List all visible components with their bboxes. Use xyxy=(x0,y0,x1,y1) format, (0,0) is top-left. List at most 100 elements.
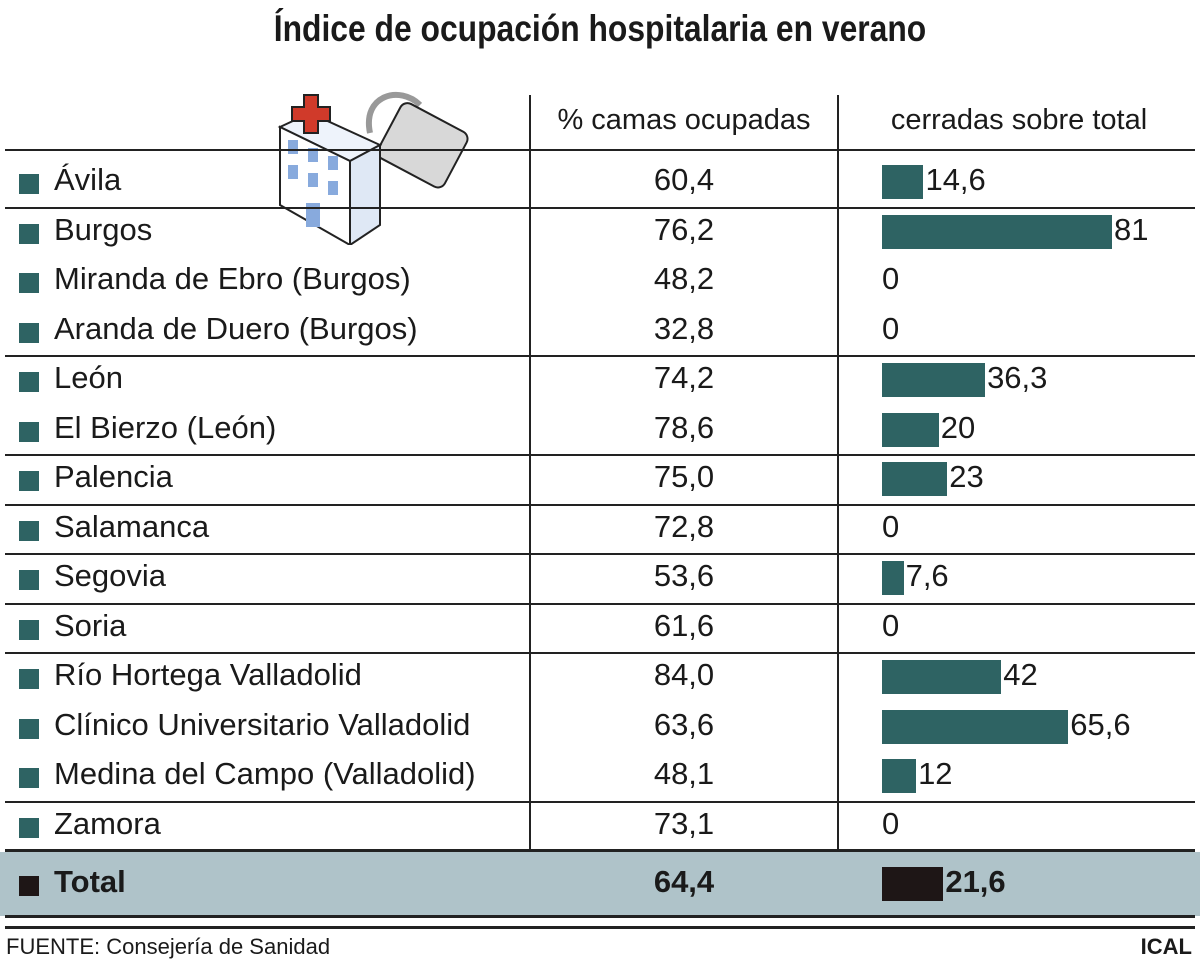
cerradas-bar xyxy=(882,462,948,496)
cerradas-label: 21,6 xyxy=(945,864,1006,899)
table-row: Salamanca 72,8 0 xyxy=(0,505,1200,554)
source-note: FUENTE: Consejería de Sanidad xyxy=(6,934,331,959)
ocupadas-value: 75,0 xyxy=(653,459,715,494)
ocupadas-value: 73,1 xyxy=(653,805,715,841)
ocupadas-value: 84,0 xyxy=(653,657,715,692)
ocupadas-value: 53,6 xyxy=(653,558,715,593)
legend-square xyxy=(19,817,39,838)
row-name: El Bierzo (León) xyxy=(54,409,277,445)
ocupadas-value: 60,4 xyxy=(653,162,715,197)
row-divider xyxy=(5,602,1195,605)
ocupadas-value: 72,8 xyxy=(653,508,715,544)
ocupadas-value: 61,6 xyxy=(653,607,715,643)
cerradas-bar xyxy=(882,759,917,793)
row-name: Palencia xyxy=(54,459,173,494)
table-row: Palencia 75,0 23 xyxy=(0,455,1200,504)
ocupadas-value: 63,6 xyxy=(653,706,715,742)
table-row: El Bierzo (León) 78,6 20 xyxy=(0,406,1200,455)
cerradas-bar xyxy=(882,165,924,199)
legend-square xyxy=(19,570,39,590)
table-row: Soria 61,6 0 xyxy=(0,604,1200,653)
row-name: Aranda de Duero (Burgos) xyxy=(54,310,418,346)
credit: ICAL xyxy=(1140,934,1192,959)
legend-square xyxy=(19,273,39,293)
row-divider xyxy=(5,503,1195,506)
ocupadas-value: 32,8 xyxy=(653,310,715,346)
ocupadas-value: 64,4 xyxy=(653,864,715,899)
column-divider xyxy=(529,95,531,917)
row-name: Río Hortega Valladolid xyxy=(54,657,362,692)
legend-square xyxy=(19,669,39,689)
row-divider xyxy=(5,355,1195,357)
row-name: Miranda de Ebro (Burgos) xyxy=(54,261,411,296)
table-row: Medina del Campo (Valladolid) 48,1 12 xyxy=(0,752,1200,801)
table-row: Clínico Universitario Valladolid 63,6 65,… xyxy=(0,703,1200,752)
cerradas-bar xyxy=(882,561,904,595)
row-name: Ávila xyxy=(54,162,122,197)
legend-square xyxy=(19,322,39,343)
cerradas-bar xyxy=(882,363,986,397)
row-name: Soria xyxy=(54,607,127,643)
row-name: Total xyxy=(54,864,126,899)
cerradas-label: 14,6 xyxy=(925,162,986,197)
cerradas-label: 0 xyxy=(882,508,900,544)
row-divider xyxy=(5,800,1195,803)
legend-square xyxy=(19,718,39,739)
ocupadas-value: 48,2 xyxy=(653,261,715,296)
table-row: Burgos 76,2 81 xyxy=(0,208,1200,257)
table-row: León 74,2 36,3 xyxy=(0,356,1200,405)
cerradas-label: 36,3 xyxy=(987,360,1048,395)
row-name: Medina del Campo (Valladolid) xyxy=(54,756,476,791)
cerradas-bar xyxy=(882,214,1112,249)
row-divider xyxy=(5,454,1195,456)
ocupadas-value: 48,1 xyxy=(653,756,715,791)
row-divider xyxy=(5,915,1195,918)
row-name: Salamanca xyxy=(54,508,210,544)
legend-square xyxy=(19,421,39,442)
ocupadas-value: 74,2 xyxy=(653,360,715,395)
legend-square xyxy=(19,471,39,491)
row-name: Clínico Universitario Valladolid xyxy=(54,706,471,742)
row-divider xyxy=(5,652,1195,654)
chart-title: Índice de ocupación hospitalaria en vera… xyxy=(273,8,927,49)
row-divider xyxy=(5,553,1195,555)
legend-square xyxy=(19,619,39,640)
cerradas-label: 20 xyxy=(940,409,976,445)
ocupadas-value: 78,6 xyxy=(653,409,715,445)
row-name: Burgos xyxy=(54,211,153,247)
cerradas-label: 42 xyxy=(1003,657,1038,692)
total-row: Total 64,4 21,6 xyxy=(0,852,1200,916)
column-header-cerradas: cerradas sobre total xyxy=(890,104,1148,136)
row-divider xyxy=(5,206,1195,209)
column-divider xyxy=(837,95,839,917)
table-row: Ávila 60,4 14,6 xyxy=(0,158,1200,207)
row-divider xyxy=(5,926,1195,929)
cerradas-bar xyxy=(882,412,939,447)
cerradas-label: 65,6 xyxy=(1070,706,1131,742)
cerradas-bar xyxy=(882,660,1002,694)
cerradas-bar xyxy=(882,867,944,901)
row-name: Zamora xyxy=(54,805,161,841)
row-name: León xyxy=(54,360,123,395)
cerradas-label: 23 xyxy=(949,459,984,494)
row-divider xyxy=(5,149,1195,151)
legend-square xyxy=(19,223,39,244)
column-header-ocupadas: % camas ocupadas xyxy=(557,104,811,136)
row-name: Segovia xyxy=(54,558,167,593)
legend-square xyxy=(19,876,39,896)
cerradas-label: 0 xyxy=(882,261,900,296)
legend-square xyxy=(19,174,39,194)
cerradas-label: 0 xyxy=(882,310,900,346)
table-row: Aranda de Duero (Burgos) 32,8 0 xyxy=(0,307,1200,356)
cerradas-label: 12 xyxy=(918,756,953,791)
table-row: Río Hortega Valladolid 84,0 42 xyxy=(0,653,1200,702)
ocupadas-value: 76,2 xyxy=(653,211,715,247)
table-row: Miranda de Ebro (Burgos) 48,2 0 xyxy=(0,257,1200,306)
cerradas-label: 0 xyxy=(882,607,900,643)
table-row: Zamora 73,1 0 xyxy=(0,802,1200,851)
cerradas-label: 7,6 xyxy=(905,558,949,593)
row-divider xyxy=(5,849,1195,852)
cerradas-bar xyxy=(882,709,1069,744)
table-row: Segovia 53,6 7,6 xyxy=(0,554,1200,603)
